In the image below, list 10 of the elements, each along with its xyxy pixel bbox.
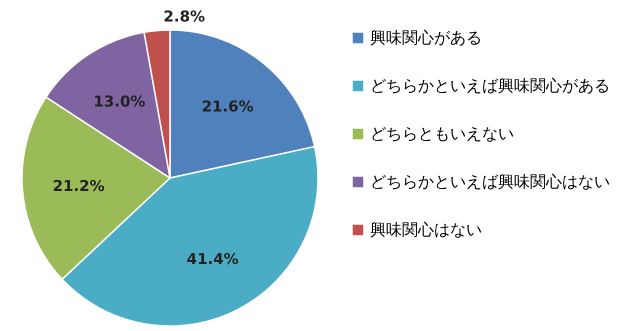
data-label: 2.8% [163,8,206,26]
legend-label: どちらかといえば興味関心はない [370,172,610,191]
data-label: 13.0% [93,92,146,110]
data-label: 41.4% [186,250,239,268]
legend-label: 興味関心がある [370,28,482,47]
legend-label: どちらかといえば興味関心がある [370,76,610,95]
data-label: 21.2% [52,177,105,196]
data-label: 21.6% [202,98,254,116]
legend-label: どちらともいえない [370,124,514,143]
legend-label: 興味関心はない [370,220,482,239]
